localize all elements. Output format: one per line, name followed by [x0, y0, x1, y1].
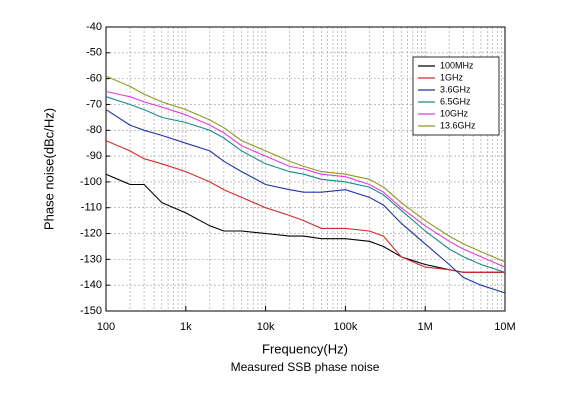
x-tick-label: 100k [333, 321, 357, 333]
y-tick-label: -90 [86, 150, 102, 162]
legend-box [412, 56, 500, 136]
y-tick-label: -60 [86, 73, 102, 85]
y-tick-label: -40 [86, 21, 102, 33]
y-axis-title: Phase noise(dBc/Hz) [41, 108, 56, 230]
x-tick-label: 1k [180, 321, 192, 333]
y-tick-label: -130 [80, 253, 102, 265]
series-line [105, 90, 506, 268]
series-line [105, 109, 506, 294]
x-axis-title: Frequency(Hz) [262, 341, 348, 356]
chart-caption: Measured SSB phase noise [231, 360, 380, 374]
x-tick-label: 1M [418, 321, 433, 333]
series-line [105, 75, 506, 263]
legend-label: 6.5GHz [440, 96, 471, 106]
y-tick-label: -140 [80, 279, 102, 291]
y-tick-label: -80 [86, 124, 102, 136]
y-tick-label: -50 [86, 47, 102, 59]
plot-frame [105, 26, 506, 312]
legend-label: 100MHz [440, 60, 474, 70]
series-line [105, 96, 506, 273]
y-tick-label: -120 [80, 227, 102, 239]
x-tick-label: 10M [494, 321, 515, 333]
legend-label: 3.6GHz [440, 84, 471, 94]
legend-label: 13.6GHz [440, 120, 476, 130]
legend-label: 10GHz [440, 108, 469, 118]
y-tick-label: -110 [81, 202, 102, 214]
x-tick-label: 100 [97, 321, 115, 333]
legend-label: 1GHz [440, 72, 464, 82]
x-tick-label: 10k [257, 321, 275, 333]
y-tick-label: -70 [86, 98, 102, 110]
series-line [105, 140, 505, 273]
y-tick-label: -150 [80, 305, 102, 317]
series-line [105, 173, 505, 273]
y-tick-label: -100 [80, 176, 102, 188]
